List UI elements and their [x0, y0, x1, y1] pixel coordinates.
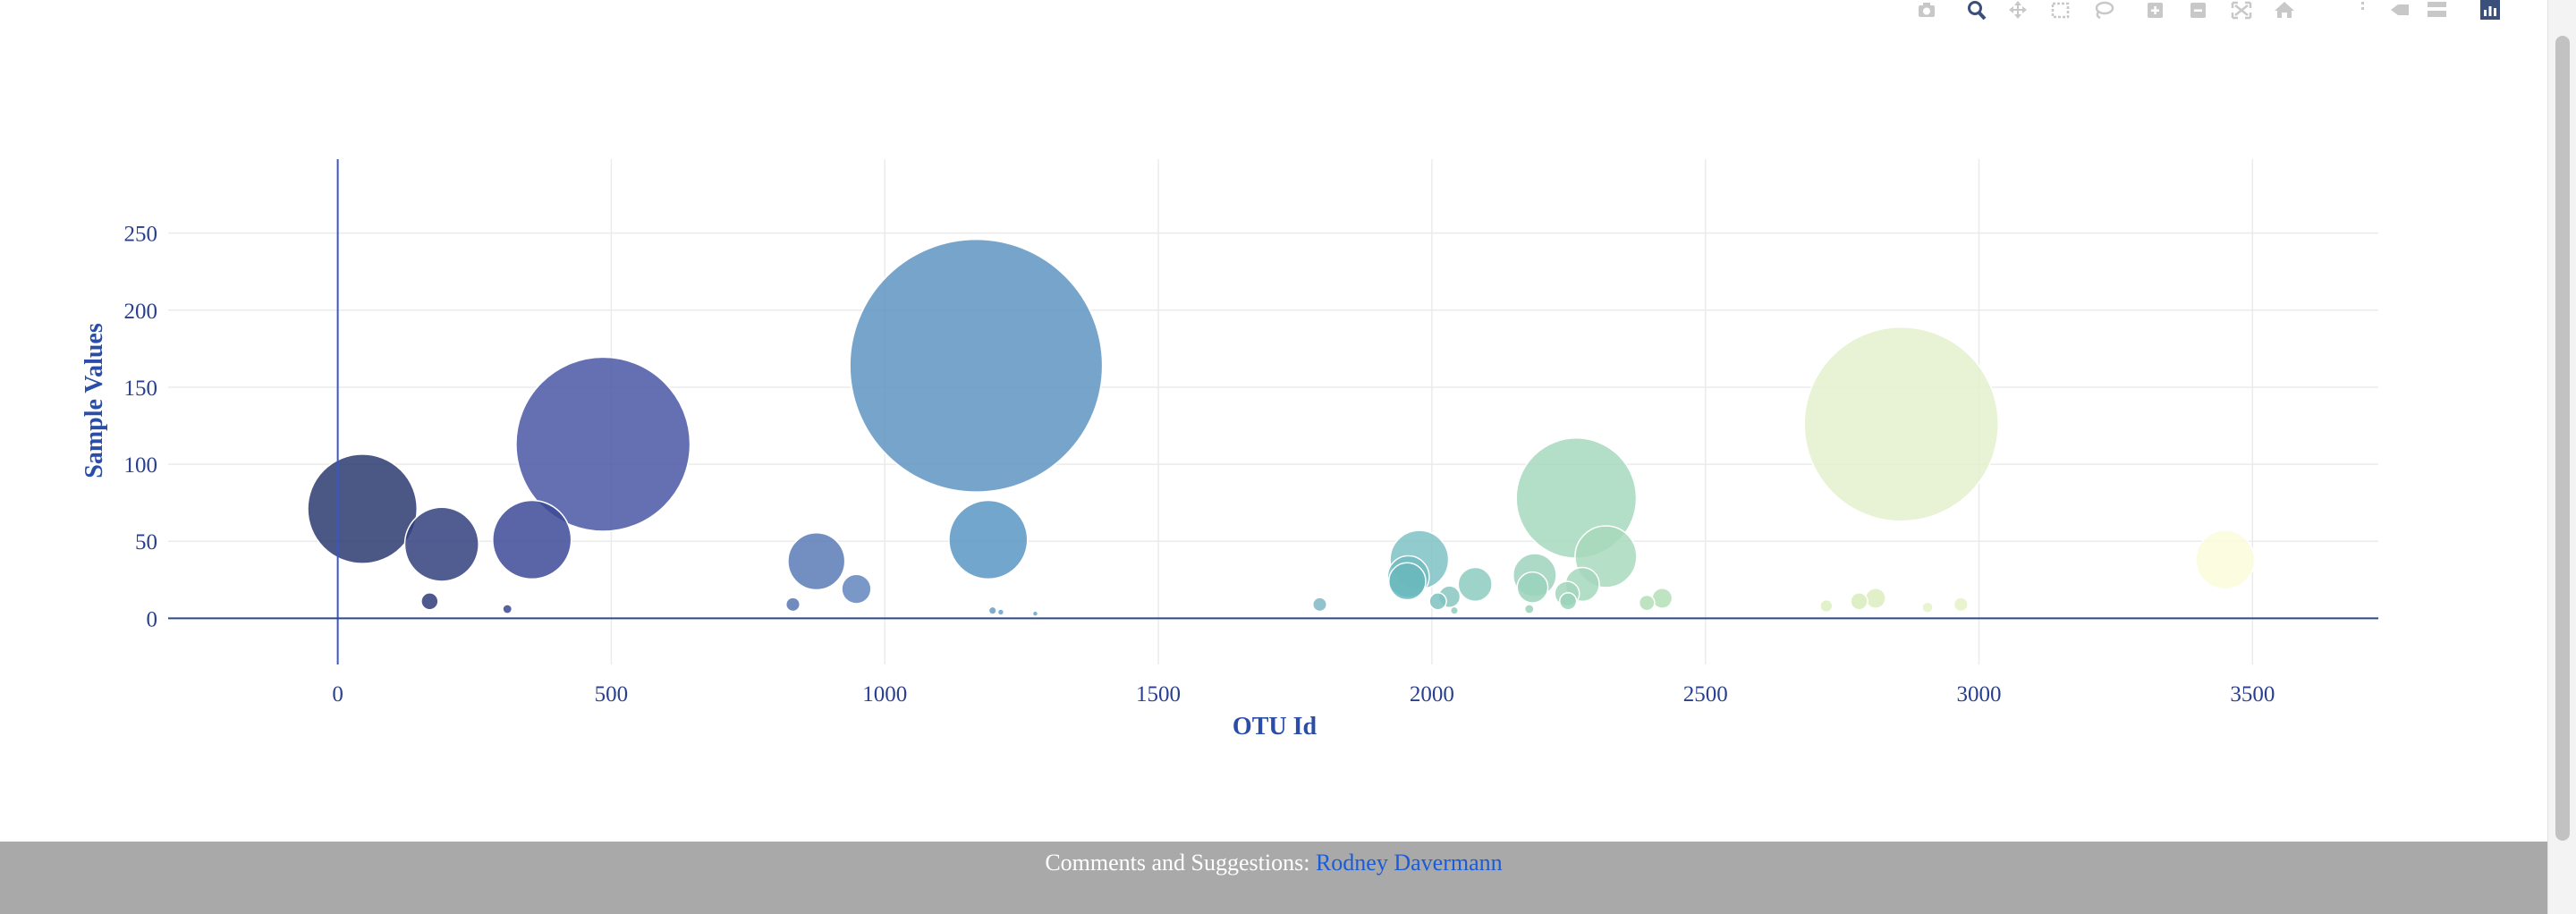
y-tick-label: 50 — [135, 530, 157, 554]
camera-icon[interactable] — [1914, 0, 1939, 20]
bubble-point[interactable] — [1819, 598, 1834, 614]
bubble-markers[interactable] — [307, 238, 2256, 617]
bubble-chart: 0 500 1000 1500 2000 2500 3000 3500 0 50 100 150 200… — [80, 159, 2378, 741]
zoom-in-icon[interactable] — [2143, 0, 2168, 20]
bubble-point[interactable] — [1031, 610, 1039, 617]
x-axis-title: OTU Id — [1233, 713, 1318, 741]
autoscale-icon[interactable] — [2229, 0, 2254, 20]
bubble-point[interactable] — [1516, 571, 1549, 604]
x-tick-label: 500 — [595, 682, 629, 707]
bubble-point[interactable] — [1864, 587, 1886, 609]
lasso-icon[interactable] — [2091, 0, 2116, 20]
y-tick-label: 100 — [124, 453, 158, 478]
axis-lines — [168, 159, 2378, 664]
y-tick-label: 250 — [124, 223, 158, 247]
bubble-point[interactable] — [987, 605, 997, 615]
bubble-point[interactable] — [787, 531, 846, 591]
home-icon[interactable] — [2272, 0, 2297, 20]
chart-modebar — [1896, 0, 2522, 21]
x-tick-label: 3500 — [2230, 682, 2275, 707]
x-tick-label: 2000 — [1410, 682, 1454, 707]
x-tick-label: 1500 — [1136, 682, 1181, 707]
spike-lines-icon[interactable] — [2351, 0, 2376, 20]
y-tick-label: 150 — [124, 377, 158, 401]
y-tick-label: 0 — [147, 607, 158, 631]
bubble-point[interactable] — [1803, 326, 1999, 522]
footer-text: Comments and Suggestions: Rodney Daverma… — [1045, 850, 1502, 876]
bubble-point[interactable] — [948, 499, 1029, 580]
author-link[interactable]: Rodney Davermann — [1315, 850, 1503, 876]
axis-ticks: 0 500 1000 1500 2000 2500 3000 3500 0 50 100 150 200… — [124, 223, 2275, 707]
x-tick-label: 3000 — [1957, 682, 2002, 707]
bubble-point[interactable] — [307, 453, 419, 564]
bubble-point[interactable] — [1638, 594, 1656, 612]
bubble-point[interactable] — [515, 356, 691, 532]
bubble-point[interactable] — [996, 608, 1005, 616]
y-axis-title: Sample Values — [80, 323, 108, 478]
bubble-point[interactable] — [403, 506, 479, 582]
scrollbar-thumb[interactable] — [2555, 36, 2570, 841]
page-scrollbar[interactable] — [2547, 0, 2576, 914]
bubble-point[interactable] — [1953, 597, 1969, 613]
y-tick-label: 200 — [124, 300, 158, 324]
bubble-point[interactable] — [1457, 566, 1493, 603]
bubble-point[interactable] — [492, 499, 572, 580]
x-tick-label: 2500 — [1683, 682, 1728, 707]
bubble-point[interactable] — [1523, 604, 1535, 614]
bubble-point[interactable] — [1558, 592, 1578, 611]
pan-icon[interactable] — [2005, 0, 2030, 20]
x-tick-label: 0 — [332, 682, 343, 707]
zoom-icon[interactable] — [1964, 0, 1989, 20]
bubble-point[interactable] — [784, 597, 801, 613]
bubble-point[interactable] — [1387, 562, 1427, 601]
bubble-point[interactable] — [502, 604, 513, 614]
plotly-logo-icon[interactable] — [2478, 0, 2503, 20]
page-footer: Comments and Suggestions: Rodney Daverma… — [0, 842, 2547, 914]
footer-label: Comments and Suggestions: — [1045, 850, 1310, 876]
bubble-point[interactable] — [1311, 597, 1327, 613]
bubble-point[interactable] — [420, 592, 439, 611]
bubble-point[interactable] — [1651, 587, 1674, 609]
bubble-point[interactable] — [1850, 592, 1868, 611]
hover-closest-icon[interactable] — [2386, 0, 2411, 20]
bubble-point[interactable] — [841, 573, 872, 605]
zoom-out-icon[interactable] — [2186, 0, 2211, 20]
bubble-point[interactable] — [849, 238, 1104, 493]
hover-compare-icon[interactable] — [2424, 0, 2449, 20]
bubble-point[interactable] — [1449, 605, 1460, 615]
box-select-icon[interactable] — [2048, 0, 2073, 20]
bubble-point[interactable] — [2195, 529, 2256, 590]
bubble-point[interactable] — [1428, 592, 1447, 611]
grid-lines — [168, 159, 2378, 664]
x-tick-label: 1000 — [862, 682, 907, 707]
bubble-point[interactable] — [1921, 601, 1934, 614]
